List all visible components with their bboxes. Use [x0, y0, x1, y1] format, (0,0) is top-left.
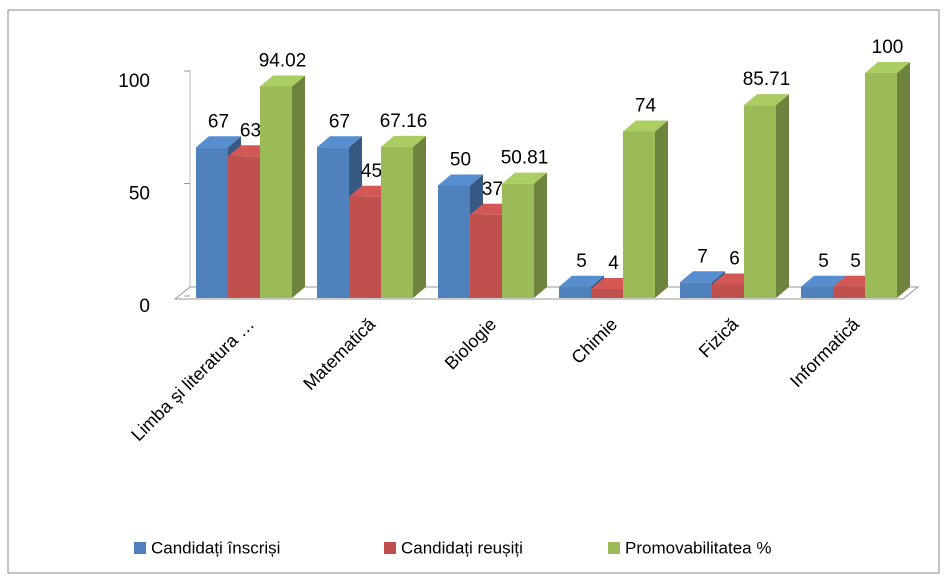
bar-front — [228, 156, 260, 298]
legend-swatch — [134, 542, 146, 554]
bar-top — [317, 136, 362, 148]
bar-front — [801, 286, 833, 298]
value-label: 5 — [850, 251, 861, 272]
bar-top — [559, 275, 604, 287]
bar-front — [438, 185, 470, 298]
bar-front — [559, 286, 591, 298]
legend-label: Candidați înscriși — [151, 538, 280, 557]
legend-swatch — [608, 542, 620, 554]
bar-top — [865, 62, 910, 73]
value-label: 67.16 — [380, 111, 428, 132]
value-label: 67 — [329, 111, 350, 132]
bar-side — [897, 62, 910, 298]
bar-top — [680, 271, 725, 283]
value-label: 63 — [240, 120, 261, 141]
bar-front — [833, 286, 865, 298]
value-label: 67 — [208, 111, 229, 132]
value-label: 94.02 — [259, 50, 307, 71]
bar-front — [591, 289, 623, 298]
bar — [865, 62, 910, 298]
legend-label: Promovabilitatea % — [625, 538, 771, 557]
bar — [623, 120, 668, 298]
bar-front — [381, 146, 413, 298]
y-tick-label: 100 — [118, 71, 150, 92]
value-label: 4 — [608, 253, 619, 274]
bar-side — [655, 120, 668, 298]
bar-front — [317, 147, 349, 298]
value-label: 5 — [818, 251, 829, 272]
bar-side — [534, 172, 547, 298]
y-tick-label: 0 — [139, 296, 150, 317]
bar-top — [502, 172, 547, 184]
bar — [438, 174, 483, 298]
value-label: 7 — [697, 246, 708, 267]
value-label: 74 — [635, 96, 657, 117]
bar-side — [413, 135, 426, 298]
value-label: 37 — [482, 179, 503, 200]
bar — [260, 75, 305, 298]
bar-top — [260, 75, 305, 87]
legend-label: Candidați reușiți — [401, 538, 523, 557]
bar — [744, 94, 789, 298]
bar-side — [292, 75, 305, 298]
bar-front — [502, 183, 534, 298]
bar-top — [381, 135, 426, 147]
bar-front — [712, 284, 744, 298]
bar-top — [801, 275, 846, 287]
value-label: 6 — [729, 249, 740, 270]
bar-front — [744, 105, 776, 298]
bar-top — [623, 120, 668, 132]
bar — [502, 172, 547, 298]
value-label: 100 — [872, 37, 904, 58]
bar-top — [196, 136, 241, 148]
legend-swatch — [384, 542, 396, 554]
bar-front — [196, 147, 228, 298]
value-label: 45 — [361, 161, 382, 182]
y-tick-label: 50 — [129, 184, 150, 205]
value-label: 50.81 — [501, 148, 549, 169]
bar-top — [438, 174, 483, 186]
bar-front — [623, 131, 655, 298]
bar-front — [865, 73, 897, 298]
bar-side — [776, 94, 789, 298]
bar-top — [744, 94, 789, 106]
bar-front — [349, 196, 381, 298]
bar-front — [260, 86, 292, 298]
bar-front — [470, 214, 502, 298]
value-label: 5 — [576, 251, 587, 272]
value-label: 50 — [450, 150, 471, 171]
value-label: 85.71 — [743, 69, 791, 90]
bar-front — [680, 282, 712, 298]
bar — [381, 135, 426, 298]
